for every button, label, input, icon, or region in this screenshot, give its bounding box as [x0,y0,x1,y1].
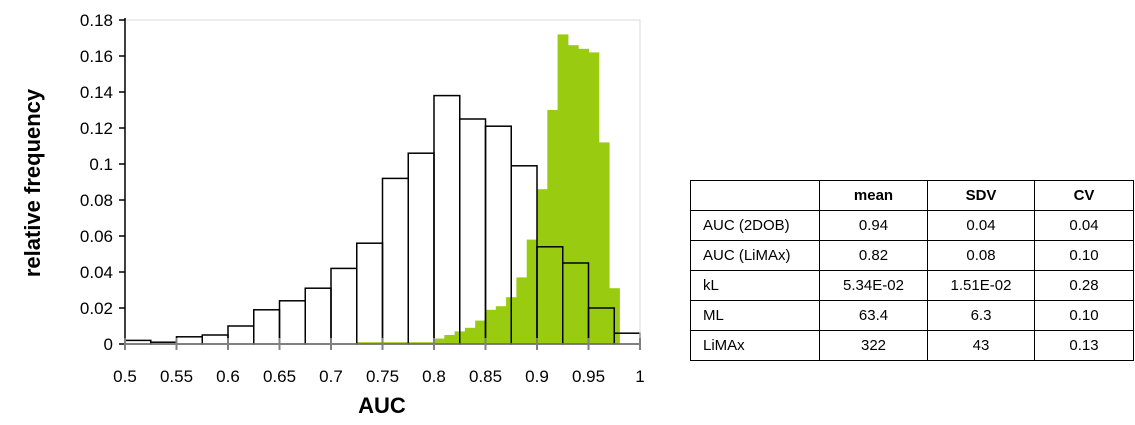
green-bar [537,189,548,344]
green-bar [382,342,409,344]
table-header-row: mean SDV CV [690,180,1134,211]
cell-mean: 0.94 [819,210,928,241]
histogram-chart: 0 0.02 0.04 0.06 0.08 0.1 0.12 0.14 0.16 0.18 0.5 0… [20,11,645,418]
y-tick-label: 0.06 [80,227,113,246]
y-tick-label: 0.16 [80,47,113,66]
x-tick-label: 0.55 [160,367,193,386]
table-header-cv: CV [1034,180,1134,211]
outline-bar [201,334,229,345]
outline-bar [407,152,435,345]
cell-sdv: 43 [927,330,1035,361]
cell-mean: 63.4 [819,300,928,331]
table-row: AUC (LiMAx) 0.82 0.08 0.10 [690,240,1134,271]
x-axis-title: AUC [358,393,406,418]
x-tick-label: 0.9 [525,367,549,386]
y-tick-label: 0.18 [80,11,113,30]
green-bar [516,277,528,344]
row-label: LiMAx [690,330,820,361]
x-tick-label: 0.65 [263,367,296,386]
cell-mean: 5.34E-02 [819,270,928,301]
outline-bar [227,325,255,345]
cell-cv: 0.10 [1034,240,1134,271]
green-series [356,34,620,345]
y-tick-label: 0 [104,335,113,354]
table-row: kL 5.34E-02 1.51E-02 0.28 [690,270,1134,301]
y-tick-label: 0.02 [80,299,113,318]
cell-cv: 0.13 [1034,330,1134,361]
x-tick-label: 0.5 [113,367,137,386]
table-row: LiMAx 322 43 0.13 [690,330,1134,361]
green-bar [444,335,456,344]
cell-cv: 0.10 [1034,300,1134,331]
outline-bar [433,94,461,345]
cell-sdv: 6.3 [927,300,1035,331]
x-tick-label: 0.8 [422,367,446,386]
cell-sdv: 0.08 [927,240,1035,271]
y-tick-label: 0.1 [89,155,113,174]
outline-bar [253,309,281,345]
y-tick-label: 0.08 [80,191,113,210]
statistics-table: mean SDV CV AUC (2DOB) 0.94 0.04 0.04 AU… [690,180,1134,361]
x-tick-label: 0.75 [366,367,399,386]
x-tick-label: 0.6 [216,367,240,386]
green-bar [598,142,610,344]
outline-bar [356,242,384,345]
outline-bar [278,300,306,345]
y-axis-title: relative frequency [20,88,45,277]
green-bar [578,48,589,345]
green-bar [485,309,497,344]
green-bar [475,320,486,344]
x-tick-label: 0.95 [572,367,605,386]
tick-labels: 0 0.02 0.04 0.06 0.08 0.1 0.12 0.14 0.16 0.18 0.5 0… [80,11,645,386]
green-bar [356,342,383,344]
table-row: ML 63.4 6.3 0.10 [690,300,1134,331]
cell-sdv: 0.04 [927,210,1035,241]
outline-bar [304,287,332,345]
green-bar [408,342,435,344]
green-bar [495,306,507,344]
green-bar [547,110,559,344]
green-bar [526,239,538,344]
cell-mean: 0.82 [819,240,928,271]
cell-cv: 0.28 [1034,270,1134,301]
table-header-mean: mean [819,180,928,211]
green-bar [464,327,476,344]
outline-bar [330,267,358,345]
table-header-cell [690,180,820,211]
outline-bar [381,177,409,345]
green-bar [567,45,579,344]
green-bar [588,52,600,345]
outline-bar [459,118,487,345]
y-tick-label: 0.04 [80,263,113,282]
x-tick-label: 0.7 [319,367,343,386]
cell-sdv: 1.51E-02 [927,270,1035,301]
table-row: AUC (2DOB) 0.94 0.04 0.04 [690,210,1134,241]
y-tick-label: 0.14 [80,83,113,102]
green-bar [557,34,569,345]
outline-bar [175,336,203,345]
x-tick-label: 1 [635,367,644,386]
axes [119,18,641,350]
row-label: AUC (2DOB) [690,210,820,241]
cell-mean: 322 [819,330,928,361]
green-bar [434,338,445,344]
y-tick-label: 0.12 [80,119,113,138]
row-label: kL [690,270,820,301]
table-header-sdv: SDV [927,180,1035,211]
row-label: ML [690,300,820,331]
row-label: AUC (LiMAx) [690,240,820,271]
x-tick-label: 0.85 [469,367,502,386]
cell-cv: 0.04 [1034,210,1134,241]
